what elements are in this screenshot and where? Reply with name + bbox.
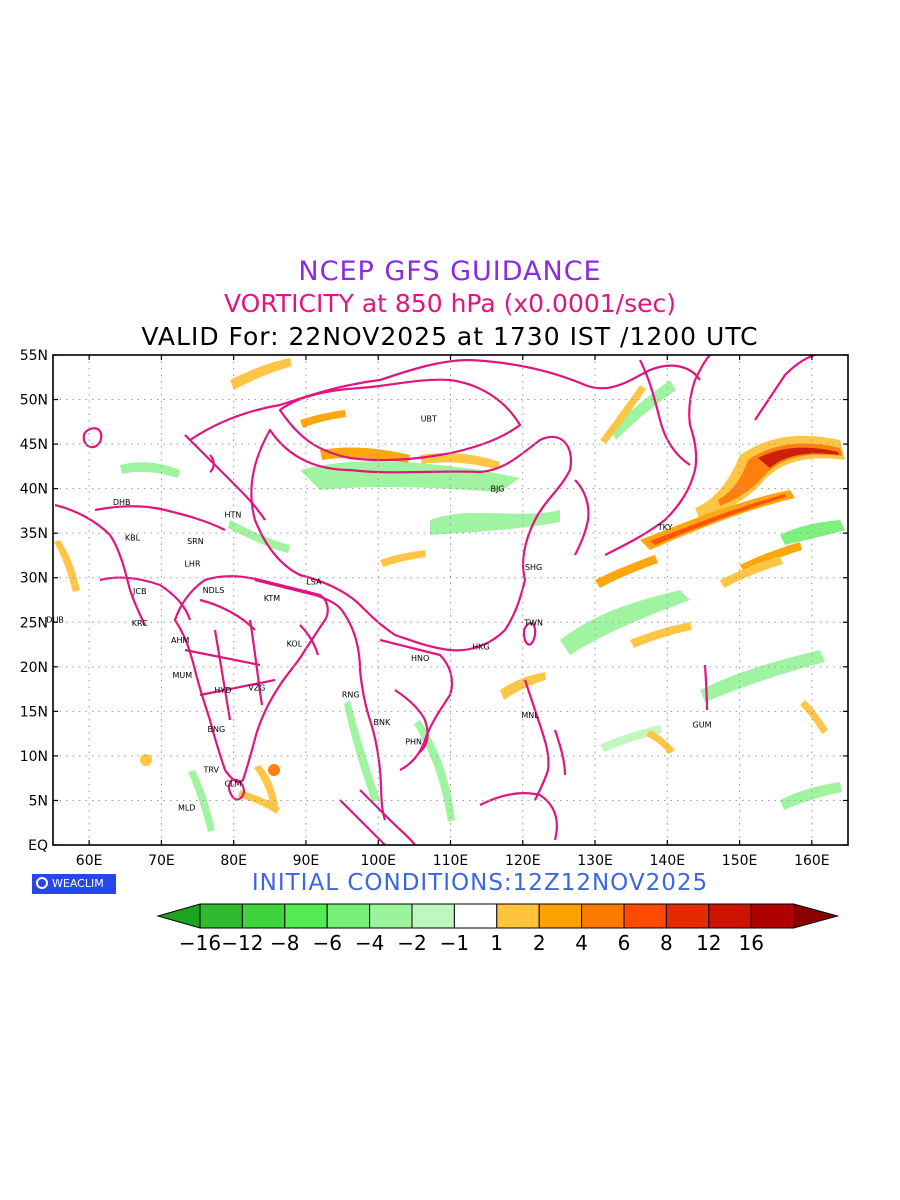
station-label: CLM [224,780,241,789]
colorbar-label: −2 [397,931,426,955]
colorbar-label: −6 [312,931,341,955]
lat-label: 40N [20,482,48,498]
station-label: KTM [264,594,281,603]
colorbar-arrow-right [793,903,840,929]
lat-label: 15N [20,704,48,720]
lon-label: 80E [220,853,247,869]
colorbar-label: −1 [440,931,469,955]
lat-label: 10N [20,749,48,765]
lon-label: 60E [76,853,103,869]
colorbar-label: 6 [618,931,631,955]
colorbar-box [496,903,540,929]
colorbar-box [199,903,243,929]
station-label: MNL [521,711,539,720]
lon-label: 70E [148,853,175,869]
station-label: GUM [693,721,712,730]
station-label: RNG [342,690,360,699]
colorbar-box [326,903,371,929]
colorbar-box [708,903,752,929]
political-boundaries [54,355,816,845]
lat-label: 45N [20,437,48,453]
colorbar-box [665,903,710,929]
colorbar-box [284,903,328,929]
station-label: DUB [46,616,64,625]
lat-label: 5N [29,793,48,809]
colorbar-box [411,903,455,929]
lat-label: 35N [20,526,48,542]
lon-label: 130E [577,853,613,869]
graticule-grid [53,355,848,845]
colorbar-label: −16 [179,931,221,955]
colorbar-label: −12 [221,931,263,955]
station-label: VZG [248,683,265,692]
station-label: HYD [214,686,231,695]
station-label: DHB [113,498,131,507]
colorbar-label: 4 [575,931,588,955]
station-label: MUM [173,671,193,680]
colorbar-label: 2 [533,931,546,955]
colorbar-label: 12 [696,931,721,955]
lon-label: 110E [433,853,469,869]
lon-label: 100E [360,853,396,869]
station-label: JCB [132,587,146,596]
station-label: UBT [421,414,437,423]
title-line-2: VORTICITY at 850 hPa (x0.0001/sec) [223,289,676,318]
colorbar-arrow-left [156,903,201,929]
lat-label: 25N [20,615,48,631]
colorbar-box [538,903,583,929]
lon-label: 140E [650,853,686,869]
station-label: TRV [203,765,220,774]
lon-label: 150E [722,853,758,869]
colorbar-label: −8 [270,931,299,955]
station-label: MLD [178,804,196,813]
station-labels: UBT BJG DHB HTN KBL SRN TKY LHR SHG LSA JCB NDLS KTM… [46,414,711,812]
lat-label: 50N [20,393,48,409]
station-label: PHN [405,738,422,747]
station-label: HKG [472,642,489,651]
station-label: KOL [287,640,303,649]
colorbar-box [623,903,667,929]
lon-label: 120E [505,853,541,869]
lat-label: 30N [20,571,48,587]
colorbar-label: −4 [355,931,384,955]
station-label: HNO [411,654,429,663]
colorbar-label: 8 [660,931,673,955]
lat-label: EQ [28,838,48,854]
colorbar-label: 1 [490,931,503,955]
station-label: BNK [373,718,390,727]
station-label: SHG [525,563,542,572]
station-label: NDLS [203,586,225,595]
colorbar-box [241,903,286,929]
colorbar-box [453,903,498,929]
station-label: TWN [523,618,543,627]
station-label: LHR [184,559,200,568]
weaclim-logo: WEACLIM [32,874,116,894]
station-label: HTN [225,510,242,519]
colorbar: −16 −12 −8 −6 −4 −2 −1 1 2 4 6 8 12 16 [156,903,840,955]
initial-conditions: INITIAL CONDITIONS:12Z12NOV2025 [251,870,709,896]
station-label: BNG [208,725,226,734]
station-label: KBL [125,534,141,543]
lon-label: 90E [293,853,320,869]
map-axes: 60E 70E 80E 90E 100E 110E 120E 130E 140E 150E 160E… [20,348,848,869]
lat-label: 55N [20,348,48,364]
copyright-circle-icon [36,877,48,889]
station-label: AHM [171,636,189,645]
lon-label: 160E [794,853,830,869]
lat-label: 20N [20,660,48,676]
station-label: SRN [187,537,204,546]
colorbar-box [581,903,625,929]
colorbar-label: 16 [738,931,763,955]
logo-text: WEACLIM [52,877,104,890]
station-label: KRC [132,619,148,628]
colorbar-box [369,903,413,929]
colorbar-box [750,903,795,929]
station-label: LSA [306,577,322,586]
station-label: BJG [490,485,504,494]
vorticity-shading [54,358,845,832]
station-label: TKY [657,523,673,532]
title-line-3: VALID For: 22NOV2025 at 1730 IST /1200 U… [141,322,759,351]
title-line-1: NCEP GFS GUIDANCE [298,256,602,287]
